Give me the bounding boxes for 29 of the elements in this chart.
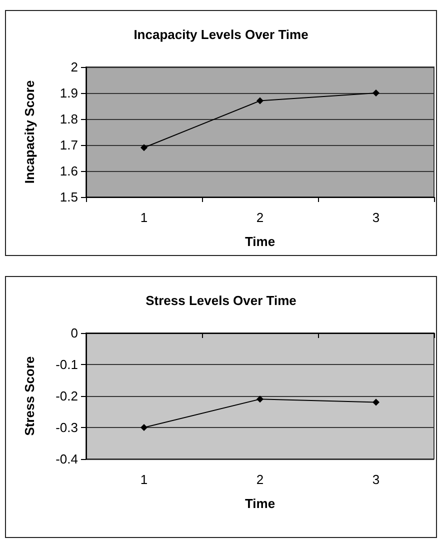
- x-tick-label: 3: [372, 210, 380, 225]
- y-tick-label: 0: [70, 326, 78, 340]
- point: [256, 97, 264, 104]
- y-tick-label: 1.5: [60, 190, 78, 204]
- point: [372, 90, 380, 96]
- y-tick-label: -0.2: [56, 388, 78, 404]
- point: [140, 424, 148, 431]
- y-tick-label: -0.1: [56, 357, 78, 372]
- x-tick-label: 1: [140, 472, 148, 487]
- point: [372, 398, 380, 406]
- point: [256, 396, 264, 403]
- y-axis-title: Stress Score: [22, 356, 37, 436]
- y-axis-title: Incapacity Score: [22, 80, 37, 184]
- x-tick-label: 1: [140, 210, 148, 225]
- y-tick-label: 1.7: [60, 138, 78, 152]
- y-tick-label: 1.9: [60, 86, 78, 100]
- point: [140, 144, 148, 152]
- x-tick-label: 2: [256, 210, 264, 225]
- y-tick-label: 2: [70, 60, 78, 74]
- chart-title: Stress Levels Over Time: [146, 293, 296, 308]
- x-tick-label: 3: [372, 472, 380, 487]
- x-tick-label: 2: [256, 472, 264, 487]
- chart-title: Incapacity Levels Over Time: [134, 27, 308, 42]
- y-tick-label: 1.8: [60, 112, 78, 126]
- y-tick-label: -0.3: [56, 420, 78, 435]
- x-axis-title: Time: [244, 496, 276, 511]
- y-tick-label: 1.6: [60, 164, 78, 178]
- y-tick-label: -0.4: [56, 452, 78, 466]
- x-axis-title: Time: [244, 234, 276, 249]
